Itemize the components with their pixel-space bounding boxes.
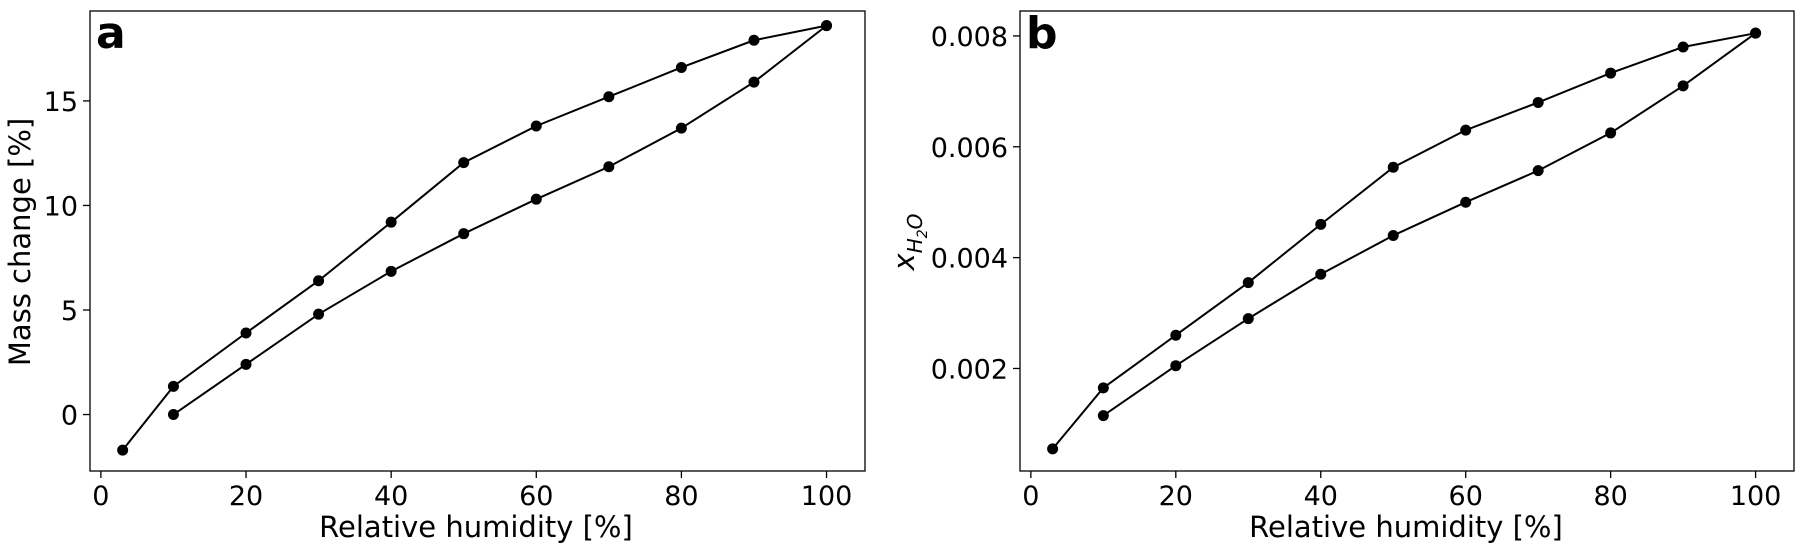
y-tick-label: 0 [61, 401, 78, 432]
x-tick-label: 20 [229, 481, 263, 512]
y-tick-label: 5 [61, 296, 78, 327]
series-group-b [1047, 27, 1762, 455]
y-axis-label-b-subsub: 2 [915, 229, 931, 238]
y-tick-label: 0.008 [931, 22, 1008, 53]
x-axis-label-a: Relative humidity [%] [319, 510, 633, 544]
data-point [1170, 329, 1182, 341]
data-point [530, 120, 542, 132]
data-point [458, 228, 470, 240]
series-line [121, 24, 827, 451]
panel-a: 0 20 40 60 80 100 0 5 10 15 a Relative humidity … [3, 8, 866, 544]
panel-label-b: b [1026, 8, 1058, 59]
data-point [167, 409, 179, 421]
data-point [1097, 382, 1109, 394]
x-tick-label: 40 [1304, 481, 1338, 512]
panel-b: 0 20 40 60 80 100 0.002 0.004 0.006 0.008 b Rela… [887, 8, 1795, 544]
data-point [1047, 443, 1059, 455]
data-point [385, 265, 397, 277]
series-group-a [117, 20, 833, 456]
y-axis-ticks-a: 0 5 10 15 [44, 87, 90, 432]
panel-label-a: a [96, 8, 126, 59]
y-axis-label-b-sub: H [903, 238, 927, 253]
data-point [1315, 218, 1327, 230]
y-axis-ticks-b: 0.002 0.004 0.006 0.008 [931, 22, 1020, 385]
data-point [1460, 196, 1472, 208]
y-tick-label: 0.002 [931, 354, 1008, 385]
y-axis-label-b-subtail: O [903, 214, 927, 230]
series-line [172, 24, 828, 416]
data-point [240, 358, 252, 370]
y-axis-label-b-main: x [887, 252, 921, 271]
data-point [1242, 313, 1254, 325]
data-point [1605, 67, 1617, 79]
y-axis-label-a: Mass change [%] [3, 118, 37, 366]
data-point [167, 380, 179, 392]
data-point [675, 122, 687, 134]
data-point [1677, 41, 1689, 53]
data-point [385, 216, 397, 228]
x-tick-label: 100 [801, 481, 853, 512]
data-point [1677, 80, 1689, 92]
x-tick-label: 80 [664, 481, 698, 512]
data-point [313, 308, 325, 320]
x-axis-ticks-b: 0 20 40 60 80 100 [1022, 471, 1781, 512]
x-tick-label: 100 [1730, 481, 1782, 512]
data-point [1532, 96, 1544, 108]
series-line [1051, 32, 1756, 450]
data-point [1605, 127, 1617, 139]
data-point [821, 20, 833, 32]
data-point [748, 76, 760, 88]
data-point [530, 193, 542, 205]
data-point [1387, 161, 1399, 173]
data-point [117, 444, 129, 456]
data-point [240, 327, 252, 339]
data-point [675, 61, 687, 73]
data-point [1532, 165, 1544, 177]
x-tick-label: 0 [92, 481, 109, 512]
x-axis-ticks-a: 0 20 40 60 80 100 [92, 471, 852, 512]
x-tick-label: 0 [1022, 481, 1039, 512]
data-point [458, 157, 470, 169]
plot-frame-a [89, 10, 866, 472]
data-point [1460, 124, 1472, 136]
data-point [1387, 229, 1399, 241]
y-tick-label: 0.006 [931, 133, 1008, 164]
x-tick-label: 80 [1593, 481, 1627, 512]
x-tick-label: 40 [374, 481, 408, 512]
data-point [1315, 268, 1327, 280]
x-tick-label: 20 [1159, 481, 1193, 512]
x-axis-label-b: Relative humidity [%] [1249, 510, 1563, 544]
plot-frame-b [1019, 10, 1795, 472]
data-point [1242, 277, 1254, 289]
y-axis-label-b: xH2O [887, 214, 931, 272]
y-tick-label: 10 [44, 191, 78, 222]
y-tick-label: 0.004 [931, 244, 1008, 275]
data-point [1097, 410, 1109, 422]
data-point [1170, 360, 1182, 372]
series-line [1102, 32, 1757, 417]
data-point [1750, 27, 1762, 39]
y-tick-label: 15 [44, 87, 78, 118]
data-point [313, 275, 325, 287]
x-tick-label: 60 [519, 481, 553, 512]
data-point [603, 161, 615, 173]
data-point [603, 91, 615, 103]
data-point [748, 34, 760, 46]
x-tick-label: 60 [1449, 481, 1483, 512]
